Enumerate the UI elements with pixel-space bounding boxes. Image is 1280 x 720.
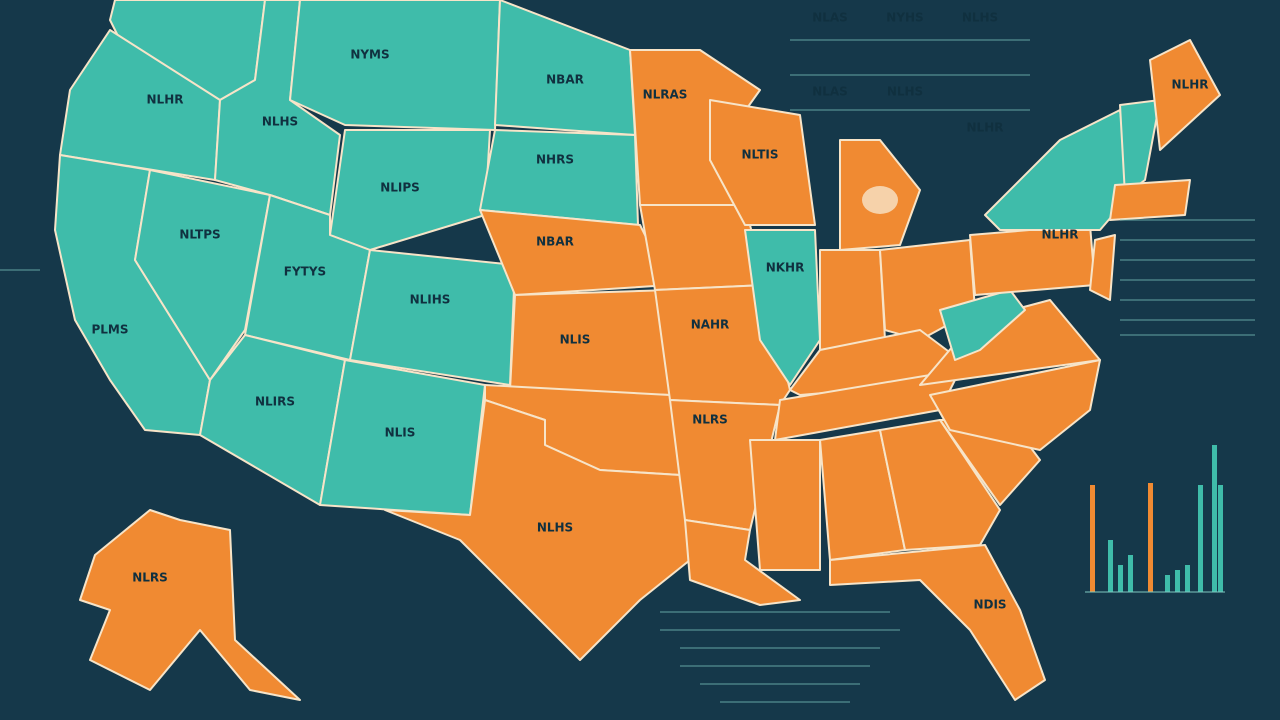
state-label: NYHS [886, 11, 923, 25]
bar [1118, 565, 1123, 592]
state-label: NLHR [147, 93, 184, 107]
state-label: NLHS [962, 11, 998, 25]
bar [1218, 485, 1223, 592]
state-label: NLAS [812, 85, 848, 99]
state-label: NHRS [536, 153, 574, 167]
bar [1212, 445, 1217, 592]
bar [1175, 570, 1180, 592]
state-label: NLHS [887, 85, 923, 99]
bar [1148, 483, 1153, 592]
state-label: NLTPS [179, 228, 220, 242]
bar [1185, 565, 1190, 592]
state-label: FYTYS [284, 265, 326, 279]
state-label: NLIPS [380, 181, 420, 195]
state-label: NLIRS [255, 395, 295, 409]
bar [1128, 555, 1133, 592]
state-label: NLRS [132, 571, 168, 585]
mini-bar-chart [1085, 445, 1225, 593]
bar [1108, 540, 1113, 592]
state-label: NLAS [812, 11, 848, 25]
bar [1198, 485, 1203, 592]
state-label: NKHR [766, 261, 805, 275]
state-label: NLHS [262, 115, 298, 129]
state-label: NLIHS [410, 293, 451, 307]
state-label: NLHS [537, 521, 573, 535]
bar [1165, 575, 1170, 592]
state-label: NBAR [536, 235, 574, 249]
state-label: NLRAS [643, 88, 688, 102]
state-label: NBAR [546, 73, 584, 87]
decor-lines [0, 39, 1255, 703]
state-label: NLRS [692, 413, 728, 427]
state-label: NLHR [1042, 228, 1079, 242]
state-label: NAHR [691, 318, 730, 332]
state-label: NLHR [967, 121, 1004, 135]
state-labels: NYMS NBAR NLHR NLHS NLRAS NLTIS NHRS NLIPS NLTPS… [91, 11, 1208, 612]
state-label: NDIS [973, 598, 1006, 612]
bar [1090, 485, 1095, 592]
state-label: NLTIS [742, 148, 779, 162]
state-label: NLHR [1172, 78, 1209, 92]
state-label: NLIS [560, 333, 591, 347]
state-label: PLMS [91, 323, 128, 337]
state-label: NYMS [350, 48, 389, 62]
states [54, 0, 1221, 701]
state-label: NLIS [385, 426, 416, 440]
